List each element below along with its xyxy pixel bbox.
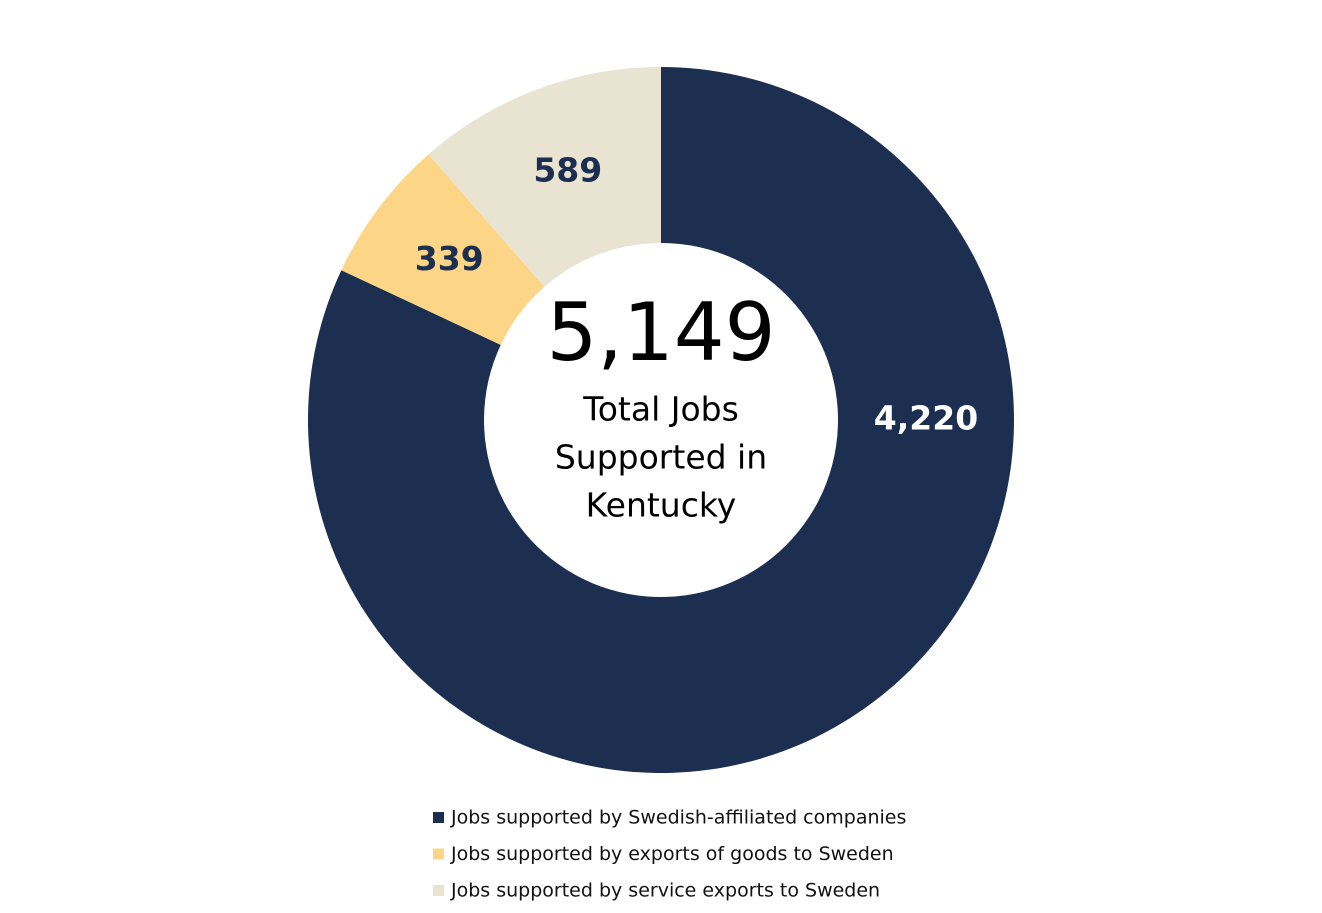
center-total: 5,149 [546,286,775,379]
legend-label: Jobs supported by service exports to Swe… [450,880,880,902]
legend-swatch [433,812,444,823]
value-label: 4,220 [874,399,978,438]
donut-slice [428,67,661,287]
value-label: 339 [415,239,484,278]
center-caption: Kentucky [586,486,737,525]
legend-label: Jobs supported by Swedish-affiliated com… [450,807,906,829]
center-caption: Total Jobs [582,390,739,429]
donut-slice [341,154,545,345]
value-label: 589 [533,150,602,189]
legend-swatch [433,885,444,896]
legend-label: Jobs supported by exports of goods to Sw… [450,843,894,865]
legend-swatch [433,848,444,860]
donut-slice [308,67,1015,773]
center-caption: Supported in [555,438,767,477]
